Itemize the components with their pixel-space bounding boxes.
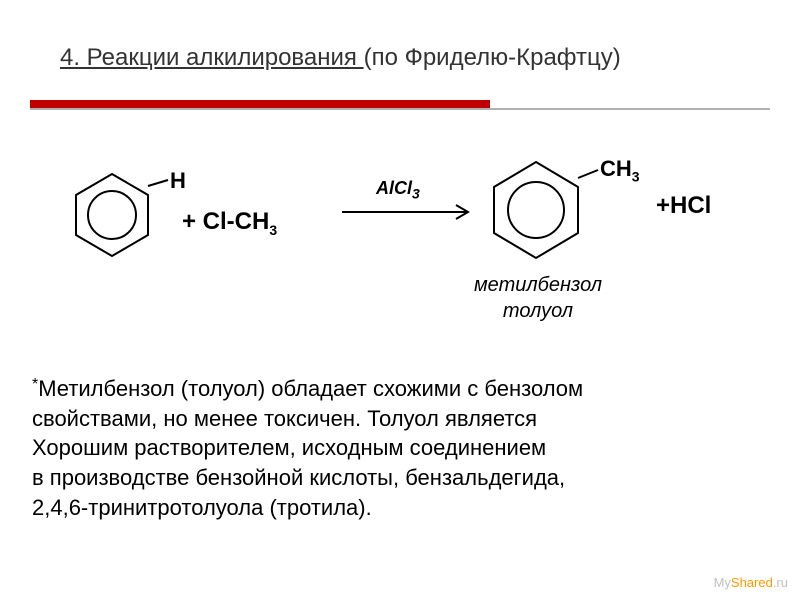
substituent-ch3: CH3 — [600, 156, 640, 184]
para-line-0: Метилбензол (толуол) обладает схожими с … — [38, 376, 583, 401]
logo-prefix: My — [714, 575, 731, 590]
para-line-4: 2,4,6-тринитротолуола (тротила). — [32, 495, 372, 520]
watermark-logo: MyShared.ru — [714, 575, 788, 590]
para-line-3: в производстве бензойной кислоты, бензал… — [32, 465, 565, 490]
para-line-1: свойствами, но менее токсичен. Толуол яв… — [32, 406, 537, 431]
logo-highlight: Shared — [731, 575, 773, 590]
description-paragraph: *Метилбензол (толуол) обладает схожими с… — [32, 374, 772, 522]
para-line-2: Хорошим растворителем, исходным соединен… — [32, 435, 546, 460]
accent-bar — [30, 100, 490, 108]
product-name-2: толуол — [458, 300, 618, 323]
title-underlined: 4. Реакции алкилирования — [60, 44, 364, 71]
logo-suffix: .ru — [773, 575, 788, 590]
byproduct-hcl: +HCl — [656, 192, 711, 220]
divider-line — [30, 108, 770, 110]
reaction-scheme: H + Cl-CH3 AlCl3 CH3 +HCl метилбензол то… — [60, 150, 740, 310]
title-rest: (по Фриделю-Крафтцу) — [364, 44, 621, 71]
slide-title: 4. Реакции алкилирования (по Фриделю-Кра… — [60, 44, 621, 72]
product-name-1: метилбензол — [458, 274, 618, 297]
